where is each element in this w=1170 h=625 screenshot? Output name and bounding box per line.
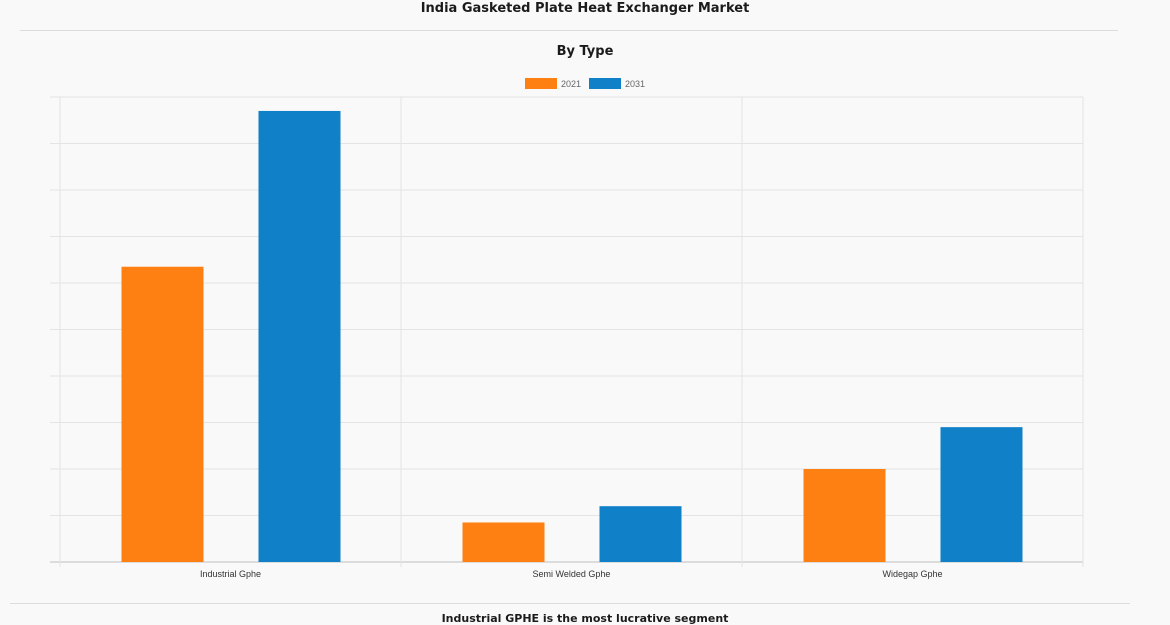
bar-2031-1 (599, 506, 682, 562)
chart-title: By Type (556, 44, 614, 59)
bar-2031-0 (258, 110, 341, 562)
x-tick-label: Semi Welded Gphe (533, 569, 611, 579)
legend-swatch-2021 (524, 78, 557, 89)
legend-swatch-2031 (589, 78, 621, 89)
page-title: India Gasketed Plate Heat Exchanger Mark… (420, 1, 750, 16)
chart-legend: 2021 2031 (0, 78, 1170, 89)
bar-2021-0 (121, 266, 204, 562)
bottom-divider (10, 603, 1130, 604)
legend-label-2031: 2031 (625, 78, 646, 89)
top-divider (20, 30, 1118, 31)
x-tick-label: Industrial Gphe (200, 569, 261, 579)
bar-2031-2 (940, 427, 1023, 562)
legend-item-2031[interactable]: 2031 (589, 78, 645, 89)
x-tick-label: Widegap Gphe (882, 569, 942, 579)
bar-2021-2 (803, 469, 886, 562)
legend-item-2021[interactable]: 2021 (524, 78, 581, 89)
legend-label-2021: 2021 (560, 78, 581, 89)
bar-2021-1 (462, 522, 545, 562)
segment-summary: Industrial GPHE is the most lucrative se… (441, 612, 729, 625)
